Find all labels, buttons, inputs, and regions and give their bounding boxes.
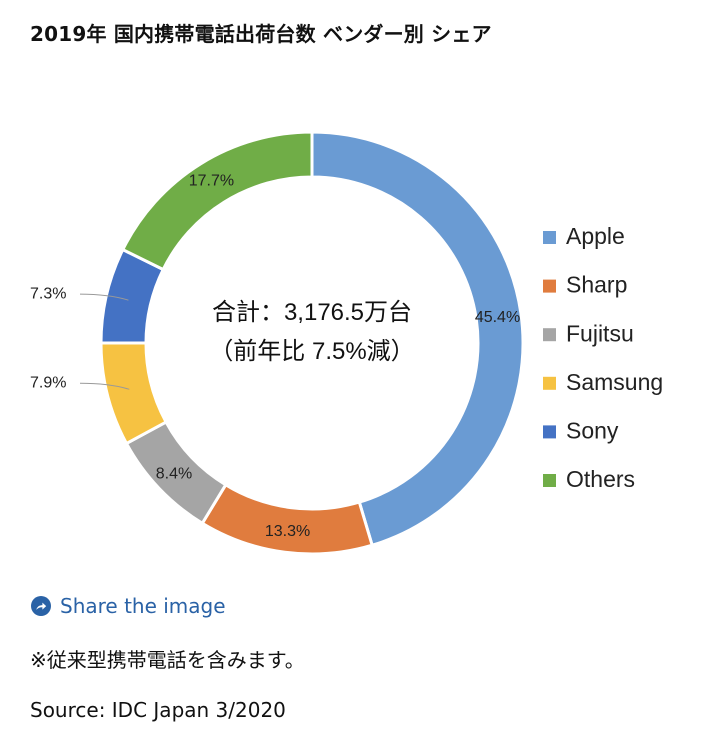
share-arrow-circle-icon: [31, 596, 51, 616]
slice-labels: 45.4% 13.3% 8.4% 7.9% 7.3% 17.7%: [30, 172, 520, 540]
legend-label-sharp: Sharp: [566, 272, 627, 298]
center-total-label: 合計：3,176.5万台: [212, 299, 412, 326]
legend-label-others: Others: [566, 466, 635, 492]
slice-label-samsung: 7.9%: [30, 375, 66, 392]
share-link-label[interactable]: Share the image: [60, 594, 226, 618]
legend-swatch-others: [543, 474, 556, 487]
source-credit: Source: IDC Japan 3/2020: [30, 698, 286, 722]
center-yoy-label: （前年比 7.5%減）: [209, 338, 414, 365]
legend-label-sony: Sony: [566, 417, 619, 443]
slice-label-sony: 7.3%: [30, 285, 66, 302]
legend-swatch-sharp: [543, 279, 556, 293]
legend-label-apple: Apple: [566, 223, 625, 249]
donut-chart: 45.4% 13.3% 8.4% 7.9% 7.3% 17.7% Apple Sharp Fu…: [30, 130, 663, 556]
chart-title: 2019年 国内携帯電話出荷台数 ベンダー別 シェア: [30, 22, 492, 46]
legend-swatch-sony: [543, 425, 556, 439]
slice-label-apple: 45.4%: [475, 309, 520, 326]
chart-legend: Apple Sharp Fujitsu Samsung Sony Others: [543, 223, 663, 492]
slice-label-sharp: 13.3%: [265, 523, 310, 540]
donut-slices: [99, 130, 525, 556]
footnote: ※従来型携帯電話を含みます。: [30, 648, 305, 672]
leader-line-samsung: [79, 382, 130, 390]
share-image-link[interactable]: Share the image: [31, 594, 226, 618]
legend-swatch-fujitsu: [543, 328, 556, 342]
leader-line-sony: [79, 293, 129, 301]
slice-samsung: [99, 341, 169, 446]
slice-label-others: 17.7%: [189, 172, 234, 189]
donut-center-label: 合計：3,176.5万台 （前年比 7.5%減）: [209, 299, 414, 365]
slice-sharp: [200, 482, 375, 556]
legend-label-fujitsu: Fujitsu: [566, 320, 634, 346]
slice-apple: [310, 130, 525, 548]
legend-swatch-samsung: [543, 376, 556, 390]
legend-swatch-apple: [543, 231, 556, 244]
slice-label-fujitsu: 8.4%: [156, 465, 192, 482]
slice-others: [120, 130, 314, 272]
legend-label-samsung: Samsung: [566, 369, 663, 395]
